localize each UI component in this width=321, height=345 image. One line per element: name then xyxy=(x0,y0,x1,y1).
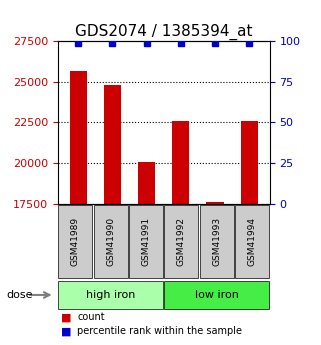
Text: percentile rank within the sample: percentile rank within the sample xyxy=(77,326,242,336)
Bar xyxy=(104,85,121,204)
Bar xyxy=(206,202,223,204)
Text: high iron: high iron xyxy=(86,290,135,300)
Text: ■: ■ xyxy=(61,326,72,336)
Text: GSM41992: GSM41992 xyxy=(177,217,186,266)
Text: count: count xyxy=(77,313,105,322)
Bar xyxy=(172,121,189,204)
Text: GSM41994: GSM41994 xyxy=(247,217,256,266)
Text: GSM41989: GSM41989 xyxy=(71,217,80,266)
Text: low iron: low iron xyxy=(195,290,239,300)
Text: GSM41990: GSM41990 xyxy=(106,217,115,266)
Text: dose: dose xyxy=(6,290,33,300)
Text: GSM41991: GSM41991 xyxy=(142,217,151,266)
Text: ■: ■ xyxy=(61,313,72,322)
Bar xyxy=(138,162,155,204)
Text: GSM41993: GSM41993 xyxy=(212,217,221,266)
Bar xyxy=(241,121,258,204)
Bar xyxy=(70,71,87,204)
Title: GDS2074 / 1385394_at: GDS2074 / 1385394_at xyxy=(75,24,252,40)
